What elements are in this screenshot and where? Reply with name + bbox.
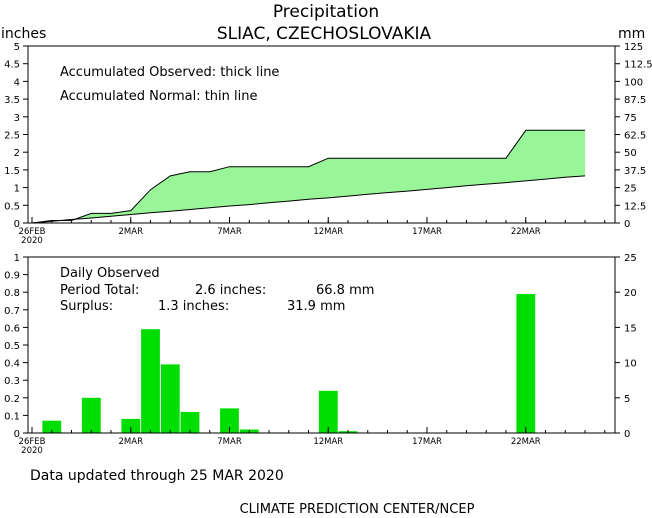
bottom-panel: 00.10.20.30.40.50.60.70.80.9105101520252… xyxy=(4,253,637,456)
credit-footer: CLIMATE PREDICTION CENTER/NCEP xyxy=(240,502,475,517)
accumulated-normal-line xyxy=(31,175,586,224)
top-panel: 00.511.522.533.544.55012.52537.55062.575… xyxy=(4,42,652,246)
top-right-tick-label: 100 xyxy=(624,77,643,88)
daily-bar xyxy=(42,420,62,433)
bottom-x-tick-label: 26FEB xyxy=(19,437,46,447)
bottom-left-tick-label: 0.6 xyxy=(4,323,20,334)
bottom-x-tick-label: 17MAR xyxy=(412,437,442,447)
daily-bar xyxy=(160,364,180,433)
top-right-tick-label: 37.5 xyxy=(624,166,646,177)
top-right-tick-label: 12.5 xyxy=(624,201,646,212)
top-right-tick-label: 0 xyxy=(624,219,630,230)
top-left-tick-label: 1.5 xyxy=(4,166,20,177)
top-left-tick-label: 4 xyxy=(14,77,20,88)
daily-bar xyxy=(220,408,239,433)
top-left-tick-label: 4.5 xyxy=(4,60,20,71)
data-updated-footer: Data updated through 25 MAR 2020 xyxy=(30,468,284,484)
top-right-tick-label: 125 xyxy=(624,42,643,53)
top-right-tick-label: 25 xyxy=(624,184,637,195)
bottom-right-tick-label: 0 xyxy=(624,429,630,440)
daily-bar xyxy=(141,329,160,433)
bottom-left-tick-label: 0 xyxy=(14,429,20,440)
bottom-right-tick-label: 15 xyxy=(624,323,637,334)
top-left-tick-label: 5 xyxy=(14,42,20,53)
top-left-tick-label: 3.5 xyxy=(4,95,20,106)
bottom-left-tick-label: 0.2 xyxy=(4,394,20,405)
accumulated-difference-area xyxy=(32,130,585,223)
top-left-tick-label: 0.5 xyxy=(4,201,20,212)
top-right-tick-label: 112.5 xyxy=(624,60,652,71)
bottom-left-tick-label: 1 xyxy=(14,253,20,264)
right-unit-label: mm xyxy=(618,26,645,42)
top-x-tick-sublabel: 2020 xyxy=(21,236,43,246)
top-x-tick-label: 22MAR xyxy=(511,227,541,237)
bottom-x-tick-label: 7MAR xyxy=(217,437,242,447)
top-left-tick-label: 3 xyxy=(14,113,20,124)
top-right-tick-label: 62.5 xyxy=(624,131,646,142)
top-x-tick-label: 12MAR xyxy=(313,227,343,237)
bottom-left-tick-label: 0.1 xyxy=(4,411,20,422)
surplus-label: Surplus: xyxy=(60,299,113,314)
bottom-left-tick-label: 0.8 xyxy=(4,288,20,299)
bottom-left-tick-label: 0.4 xyxy=(4,359,20,370)
bottom-left-tick-label: 0.3 xyxy=(4,376,20,387)
daily-bar xyxy=(180,411,200,433)
period-total-mm: 66.8 mm xyxy=(316,283,374,298)
daily-observed-heading: Daily Observed xyxy=(60,266,160,281)
bottom-right-tick-label: 25 xyxy=(624,253,637,264)
top-x-tick-label: 7MAR xyxy=(217,227,242,237)
top-right-tick-label: 50 xyxy=(624,148,637,159)
bottom-x-tick-label: 22MAR xyxy=(511,437,541,447)
bottom-left-tick-label: 0.9 xyxy=(4,271,20,282)
top-left-tick-label: 1 xyxy=(14,184,20,195)
daily-bar xyxy=(516,294,536,433)
top-left-tick-label: 0 xyxy=(14,219,20,230)
bottom-x-tick-label: 12MAR xyxy=(313,437,343,447)
bottom-right-tick-label: 20 xyxy=(624,288,637,299)
surplus-mm: 31.9 mm xyxy=(287,299,345,314)
left-unit-label: inches xyxy=(1,26,46,42)
chart-subtitle: SLIAC, CZECHOSLOVAKIA xyxy=(217,24,432,44)
top-left-tick-label: 2.5 xyxy=(4,131,20,142)
bottom-right-tick-label: 5 xyxy=(624,394,630,405)
top-left-tick-label: 2 xyxy=(14,148,20,159)
period-total-inches: 2.6 inches: xyxy=(195,283,266,298)
bottom-x-tick-label: 2MAR xyxy=(119,437,144,447)
bottom-right-tick-label: 10 xyxy=(624,359,637,370)
top-x-tick-label: 26FEB xyxy=(19,227,46,237)
bottom-left-tick-label: 0.7 xyxy=(4,306,20,317)
accumulated-observed-line xyxy=(31,129,585,224)
annotation-observed: Accumulated Observed: thick line xyxy=(60,65,279,80)
annotation-normal: Accumulated Normal: thin line xyxy=(60,89,258,104)
chart-title: Precipitation xyxy=(273,2,379,22)
period-total-label: Period Total: xyxy=(60,283,139,298)
daily-bar xyxy=(318,390,338,433)
top-x-tick-label: 17MAR xyxy=(412,227,442,237)
daily-bar xyxy=(121,418,141,433)
top-x-tick-label: 2MAR xyxy=(119,227,144,237)
surplus-inches: 1.3 inches: xyxy=(158,299,229,314)
daily-bar xyxy=(81,397,101,433)
top-right-tick-label: 87.5 xyxy=(624,95,646,106)
top-right-tick-label: 75 xyxy=(624,113,637,124)
bottom-x-tick-sublabel: 2020 xyxy=(21,446,43,456)
bottom-left-tick-label: 0.5 xyxy=(4,341,20,352)
